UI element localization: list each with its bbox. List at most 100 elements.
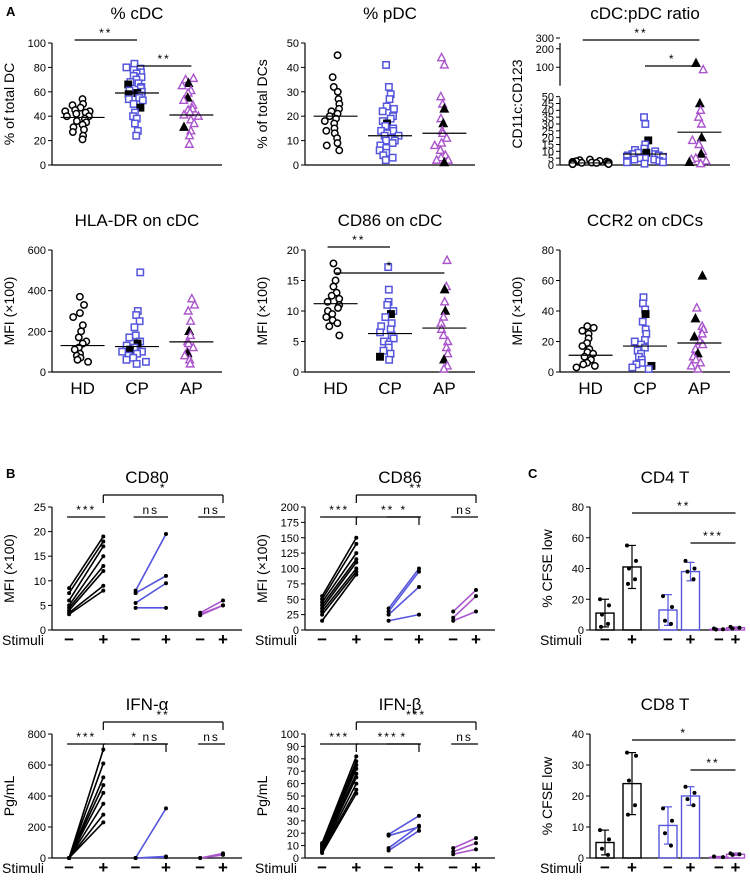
significance-label: ns	[203, 503, 220, 517]
bar-point	[730, 626, 735, 631]
significance-label: **	[634, 26, 647, 40]
y-axis-label: Pg/mL	[254, 776, 270, 817]
pair-line	[199, 604, 224, 616]
y-axis-label: MFI (×100)	[254, 277, 270, 346]
pair-line	[200, 854, 224, 859]
data-point	[640, 113, 648, 122]
data-point	[438, 363, 449, 373]
data-point	[697, 270, 708, 280]
stim-minus: −	[384, 858, 394, 877]
pair-point	[354, 551, 359, 556]
stim-plus: +	[161, 630, 171, 649]
stim-plus: +	[686, 858, 696, 877]
chart-title: CCR2 on cDCs	[587, 211, 703, 230]
pair-point	[101, 534, 106, 539]
stimuli-label: Stimuli	[540, 860, 582, 876]
pair-line	[68, 792, 105, 859]
pair-line	[388, 586, 420, 616]
pair-point	[354, 791, 359, 796]
pair-point	[417, 823, 421, 828]
bar-point	[721, 855, 725, 860]
bar-point	[606, 621, 610, 626]
data-point	[135, 317, 144, 326]
data-point	[659, 158, 667, 167]
data-point	[439, 103, 450, 113]
significance-label: **	[352, 233, 365, 247]
pair-line	[68, 565, 104, 609]
pair-point	[451, 618, 456, 623]
data-point	[440, 305, 451, 315]
data-point	[132, 131, 141, 140]
significance-label: *	[400, 730, 407, 744]
pair-point	[198, 613, 203, 618]
pair-line	[387, 568, 420, 609]
pair-point	[417, 569, 421, 574]
y-tick-label: 35	[542, 112, 554, 124]
y-tick-label: 100	[28, 38, 46, 50]
pair-line	[68, 585, 104, 614]
data-point	[177, 80, 188, 90]
significance-label: *	[669, 52, 676, 66]
pair-point	[451, 615, 456, 620]
pair-line	[321, 552, 357, 603]
pair-point	[451, 852, 456, 857]
pair-point	[101, 554, 106, 559]
y-axis-label: MFI (×100)	[509, 277, 525, 346]
y-tick-label: 200	[28, 822, 46, 834]
y-tick-label: 50	[287, 791, 299, 803]
data-point	[376, 352, 384, 361]
data-point	[385, 355, 394, 364]
data-point	[130, 323, 139, 332]
bar-point	[663, 618, 667, 623]
pair-point	[101, 583, 106, 588]
x-tick-label: AP	[433, 379, 456, 398]
y-tick-label: 15	[287, 276, 299, 288]
pair-line	[388, 825, 420, 849]
pair-point	[417, 612, 421, 617]
data-point	[382, 61, 391, 69]
data-point	[320, 117, 329, 126]
pair-line	[135, 575, 167, 594]
pair-line	[452, 610, 477, 622]
significance-label: *	[387, 259, 394, 273]
pair-line	[321, 558, 357, 606]
bar-point	[598, 597, 602, 602]
stimuli-label: Stimuli	[540, 632, 582, 648]
y-tick-label: 0	[293, 160, 299, 172]
data-point	[389, 334, 398, 343]
data-point	[698, 63, 709, 74]
bar-point	[721, 627, 725, 632]
pair-point	[320, 618, 325, 623]
y-tick-label: 20	[287, 245, 299, 257]
pair-line	[68, 540, 104, 594]
data-point	[695, 104, 706, 115]
y-axis-label: % of total DCs	[254, 59, 270, 148]
data-point	[388, 153, 397, 162]
data-point	[75, 309, 84, 317]
pair-point	[101, 539, 106, 544]
chart-title: % cDC	[111, 4, 164, 23]
data-point	[73, 355, 82, 364]
data-point	[641, 310, 650, 319]
data-point	[572, 363, 581, 372]
y-tick-label: 10	[34, 576, 46, 588]
bar-point	[712, 854, 716, 859]
bar-point	[627, 566, 631, 571]
x-tick-label: AP	[180, 379, 203, 398]
pair-point	[133, 605, 138, 610]
pair-point	[164, 532, 168, 537]
pair-point	[101, 783, 106, 788]
data-point	[381, 156, 390, 165]
pair-line	[321, 537, 357, 597]
pair-line	[68, 570, 104, 611]
y-tick-label: 90	[287, 741, 299, 753]
stim-minus: −	[317, 630, 327, 649]
bar-point	[670, 818, 674, 823]
data-point	[376, 328, 385, 337]
bar-point	[625, 750, 629, 755]
y-tick-label: 0	[578, 853, 584, 865]
significance-label: ns	[203, 730, 220, 744]
bar-point	[634, 753, 638, 758]
